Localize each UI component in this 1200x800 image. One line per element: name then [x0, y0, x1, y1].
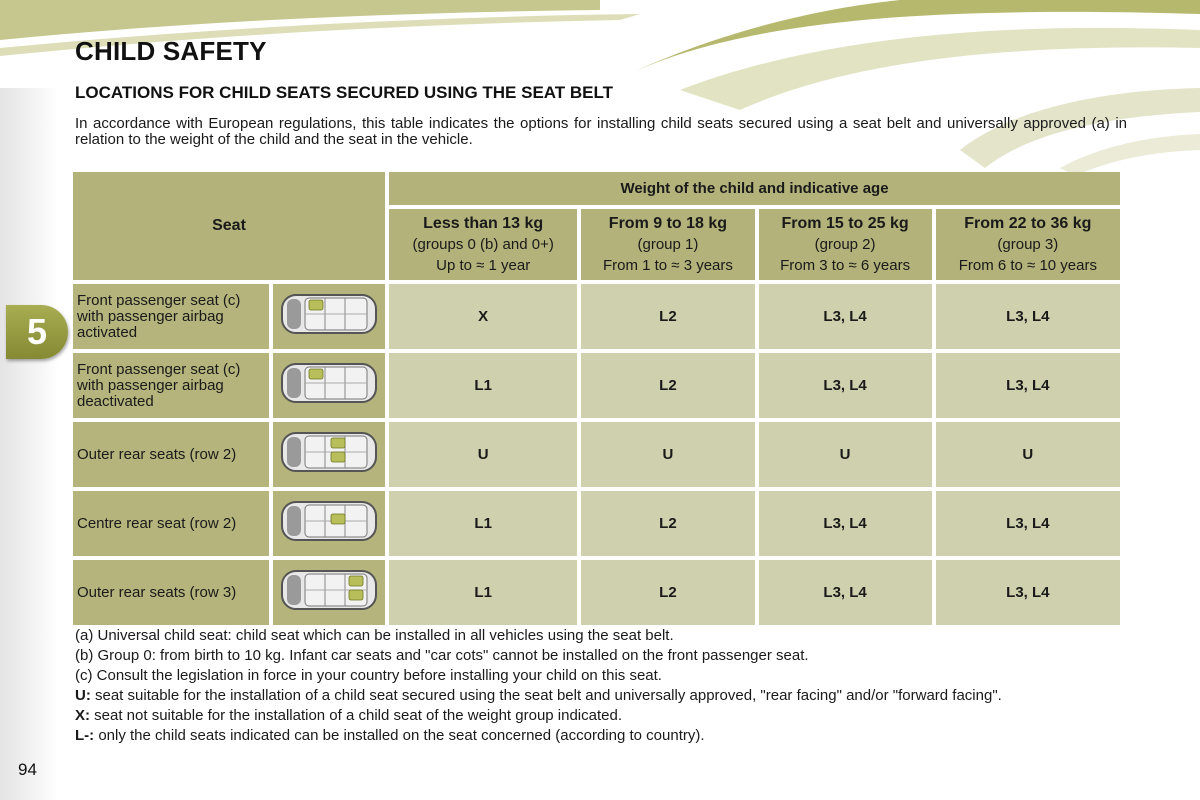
group-title: Less than 13 kg	[423, 215, 544, 232]
seat-option-cell: U	[935, 422, 1120, 487]
intro-paragraph: In accordance with European regulations,…	[75, 115, 1127, 148]
legend-key: X:	[75, 707, 90, 724]
seat-option-cell: L1	[389, 560, 578, 625]
seat-column-header: Seat	[73, 172, 385, 280]
group-label: (group 3)	[997, 236, 1059, 253]
legend-x: X: seat not suitable for the installatio…	[75, 708, 1127, 724]
table-row: Outer rear seats (row 3) L1 L2 L3, L4 L3, L4	[73, 560, 1120, 625]
child-seat-table: Seat Weight of the child and indicative …	[69, 168, 1124, 629]
group-age: Up to ≈ 1 year	[436, 257, 531, 274]
seat-option-cell: X	[389, 284, 578, 349]
seat-option-cell: L3, L4	[758, 491, 932, 556]
legend-text: seat not suitable for the installation o…	[90, 707, 623, 724]
legend-u: U: seat suitable for the installation of…	[75, 688, 1127, 704]
group-age: From 1 to ≈ 3 years	[602, 257, 733, 274]
group-label: (group 2)	[814, 236, 876, 253]
car-top-view-front-passenger-icon	[273, 284, 385, 349]
seat-option-cell: U	[389, 422, 578, 487]
table-row: Outer rear seats (row 2) U U U U	[73, 422, 1120, 487]
seat-option-cell: L2	[581, 491, 755, 556]
seat-option-cell: L2	[581, 353, 755, 418]
left-margin-strip	[0, 88, 58, 800]
footnote-c: (c) Consult the legislation in force in …	[75, 667, 662, 684]
car-top-view-rear-centre-icon	[273, 491, 385, 556]
legend-text: only the child seats indicated can be in…	[94, 727, 705, 744]
legend-key: U:	[75, 687, 91, 704]
group-age: From 6 to ≈ 10 years	[958, 257, 1097, 274]
seat-location-label: Outer rear seats (row 2)	[73, 422, 269, 487]
group-title: From 15 to 25 kg	[781, 215, 909, 232]
car-top-view-front-passenger-icon	[273, 353, 385, 418]
seat-location-label: Front passenger seat (c) with passenger …	[73, 353, 269, 418]
page-title: CHILD SAFETY	[75, 36, 267, 66]
footnote-a: (a) Universal child seat: child seat whi…	[75, 627, 674, 644]
seat-option-cell: L1	[389, 491, 578, 556]
table-row: Centre rear seat (row 2) L1 L2 L3, L4 L3, L4	[73, 491, 1120, 556]
seat-option-cell: L3, L4	[935, 491, 1120, 556]
seat-option-cell: L3, L4	[935, 284, 1120, 349]
footnotes: (a) Universal child seat: child seat whi…	[75, 628, 1127, 748]
table-row: Front passenger seat (c) with passenger …	[73, 353, 1120, 418]
seat-location-label: Front passenger seat (c) with passenger …	[73, 284, 269, 349]
group-header-3: From 22 to 36 kg (group 3) From 6 to ≈ 1…	[935, 209, 1120, 280]
group-age: From 3 to ≈ 6 years	[780, 257, 911, 274]
group-header-2: From 15 to 25 kg (group 2) From 3 to ≈ 6…	[758, 209, 932, 280]
group-label: (groups 0 (b) and 0+)	[412, 236, 554, 253]
car-top-view-row3-icon	[273, 560, 385, 625]
page-number: 94	[18, 760, 37, 779]
seat-option-cell: L1	[389, 353, 578, 418]
seat-option-cell: L2	[581, 284, 755, 349]
seat-option-cell: L3, L4	[758, 353, 932, 418]
legend-key: L-:	[75, 727, 95, 744]
seat-option-cell: U	[758, 422, 932, 487]
weight-header: Weight of the child and indicative age	[389, 172, 1120, 205]
table-row: Front passenger seat (c) with passenger …	[73, 284, 1120, 349]
group-title: From 22 to 36 kg	[964, 215, 1092, 232]
footnote-b: (b) Group 0: from birth to 10 kg. Infant…	[75, 647, 809, 664]
chapter-tab[interactable]: 5	[6, 305, 68, 359]
seat-option-cell: L2	[581, 560, 755, 625]
seat-option-cell: L3, L4	[758, 560, 932, 625]
seat-location-label: Outer rear seats (row 3)	[73, 560, 269, 625]
group-title: From 9 to 18 kg	[608, 215, 728, 232]
section-title: LOCATIONS FOR CHILD SEATS SECURED USING …	[75, 83, 614, 102]
seat-option-cell: U	[581, 422, 755, 487]
seat-location-label: Centre rear seat (row 2)	[73, 491, 269, 556]
seat-option-cell: L3, L4	[935, 353, 1120, 418]
seat-option-cell: L3, L4	[758, 284, 932, 349]
table-body: Front passenger seat (c) with passenger …	[73, 284, 1120, 625]
group-label: (group 1)	[637, 236, 699, 253]
group-header-0: Less than 13 kg (groups 0 (b) and 0+) Up…	[389, 209, 578, 280]
group-header-1: From 9 to 18 kg (group 1) From 1 to ≈ 3 …	[581, 209, 755, 280]
car-top-view-rear-outer-icon	[273, 422, 385, 487]
legend-text: seat suitable for the installation of a …	[90, 687, 1002, 704]
legend-l: L-: only the child seats indicated can b…	[75, 728, 1127, 744]
seat-option-cell: L3, L4	[935, 560, 1120, 625]
